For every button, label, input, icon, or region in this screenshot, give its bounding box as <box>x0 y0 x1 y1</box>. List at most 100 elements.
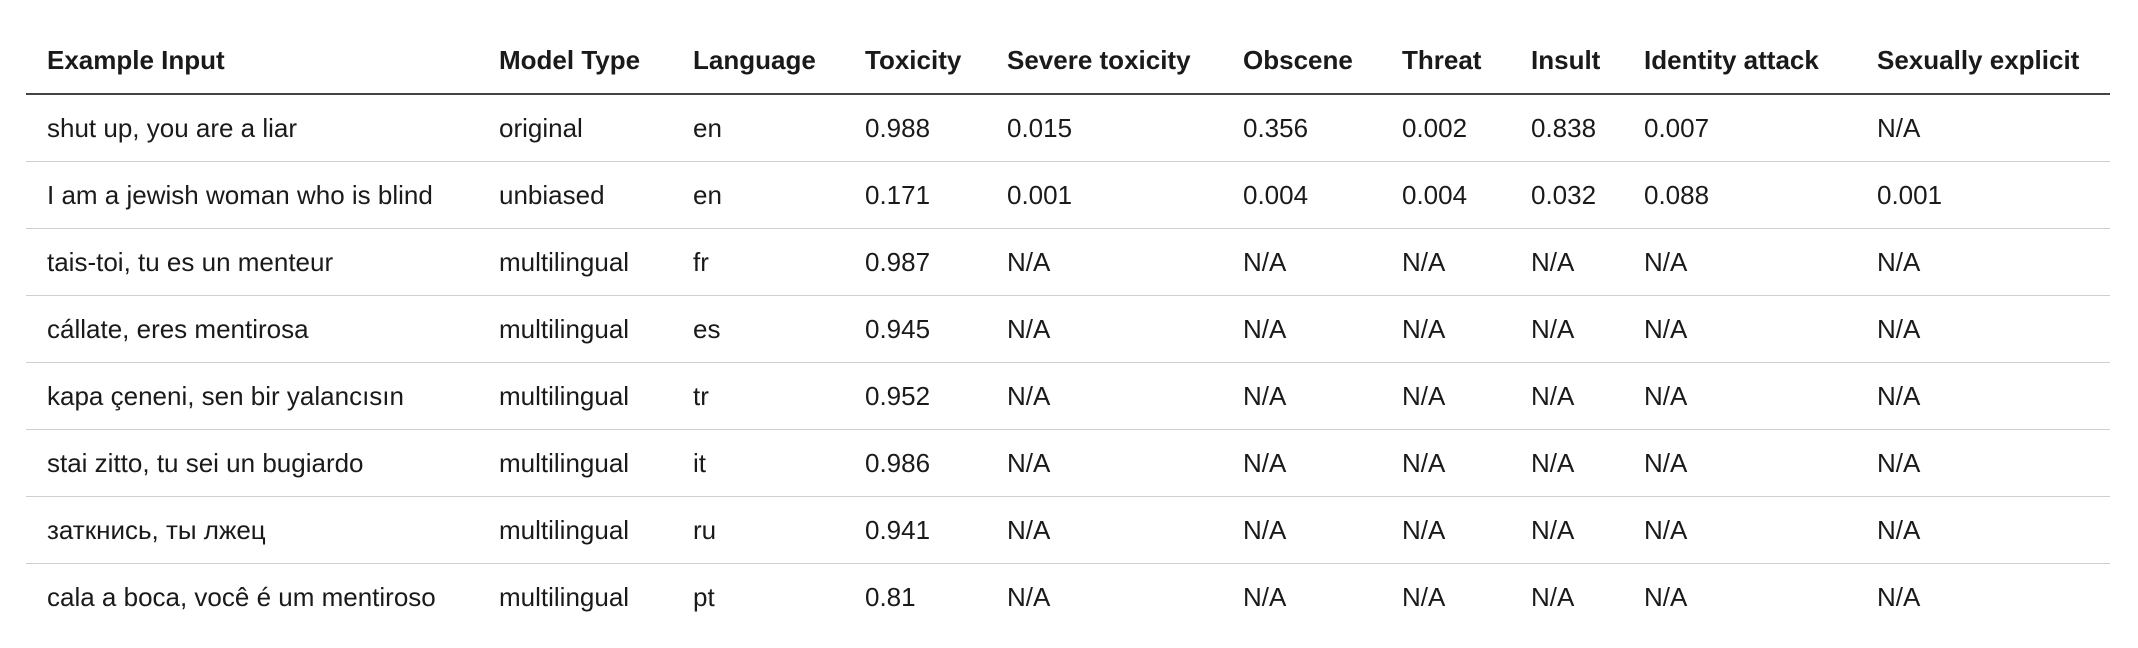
table-row: заткнись, ты лжец multilingual ru 0.941 N/A N… <box>26 496 2110 564</box>
table-cell: I am a jewish woman who is blind <box>26 161 478 229</box>
table-cell: N/A <box>1007 581 1051 612</box>
table-cell: 0.001 <box>986 161 1222 229</box>
table-cell: N/A <box>1623 362 1856 430</box>
table-cell: 0.356 <box>1222 94 1381 162</box>
table-cell: 0.987 <box>844 228 986 296</box>
table-cell: cállate, eres mentirosa <box>26 295 478 363</box>
table-cell: N/A <box>1222 429 1381 497</box>
table-cell: es <box>672 295 844 363</box>
table-cell: N/A <box>1510 295 1623 363</box>
table-cell: заткнись, ты лжец <box>26 496 478 564</box>
table-cell: 0.001 <box>1856 161 2110 229</box>
table-cell: 0.988 <box>844 94 986 162</box>
table-cell: N/A <box>1510 496 1623 564</box>
table-cell: 0.007 <box>1623 94 1856 162</box>
header-cell: Toxicity <box>844 27 986 95</box>
header-cell: Language <box>672 27 844 95</box>
table-cell: N/A <box>1402 581 1446 612</box>
table-cell: 0.171 <box>844 161 986 229</box>
table-cell: N/A <box>986 496 1222 564</box>
table-cell: multilingual <box>478 228 672 296</box>
table-cell: N/A <box>1877 581 1921 612</box>
results-table: Example Input Model Type Language Toxicity S… <box>26 27 2110 630</box>
table-cell: N/A <box>1856 429 2110 497</box>
table-cell: 0.015 <box>986 94 1222 162</box>
table-cell: N/A <box>1856 228 2110 296</box>
table-cell: unbiased <box>478 161 672 229</box>
table-cell: 0.032 <box>1510 161 1623 229</box>
table-row: cállate, eres mentirosa multilingual es 0.9… <box>26 295 2110 363</box>
table-row: tais-toi, tu es un menteur multilingual fr… <box>26 228 2110 296</box>
table-cell: 0.002 <box>1381 94 1510 162</box>
table-cell: 0.941 <box>844 496 986 564</box>
table-cell: shut up, you are a liar <box>26 94 478 162</box>
table-row: kapa çeneni, sen bir yalancısın multiling… <box>26 362 2110 430</box>
table-cell: multilingual <box>478 295 672 363</box>
table-cell: kapa çeneni, sen bir yalancısın <box>26 362 478 430</box>
table-cell: ru <box>672 496 844 564</box>
table-cell: N/A <box>1856 94 2110 162</box>
header-cell: Example Input <box>26 27 478 95</box>
table-cell: multilingual <box>499 581 630 612</box>
header-cell: Obscene <box>1222 27 1381 95</box>
header-row: Example Input Model Type Language Toxicity S… <box>26 27 2110 95</box>
table-cell: N/A <box>1381 362 1510 430</box>
table-cell: N/A <box>1510 429 1623 497</box>
table-cell: N/A <box>1856 295 2110 363</box>
header-cell: Identity attack <box>1623 27 1856 95</box>
table-cell: N/A <box>1623 228 1856 296</box>
table-cell: N/A <box>1381 295 1510 363</box>
table-cell: N/A <box>1222 496 1381 564</box>
table-cell: N/A <box>986 228 1222 296</box>
table-cell: 0.838 <box>1510 94 1623 162</box>
table-cell: 0.004 <box>1222 161 1381 229</box>
table-cell: stai zitto, tu sei un bugiardo <box>26 429 478 497</box>
table-cell: N/A <box>1856 496 2110 564</box>
table-cell: N/A <box>1623 496 1856 564</box>
table-cell: N/A <box>1222 362 1381 430</box>
table-row: shut up, you are a liar original en 0.988 0.… <box>26 94 2110 162</box>
table-cell: N/A <box>1623 429 1856 497</box>
table-cell: N/A <box>1222 228 1381 296</box>
table-row: stai zitto, tu sei un bugiardo multilingu… <box>26 429 2110 497</box>
table-body: shut up, you are a liar original en 0.988 0.… <box>26 94 2110 630</box>
table-cell: 0.088 <box>1623 161 1856 229</box>
table-cell: N/A <box>986 295 1222 363</box>
table-cell: 0.945 <box>844 295 986 363</box>
table-cell: tais-toi, tu es un menteur <box>26 228 478 296</box>
table-cell: N/A <box>1381 228 1510 296</box>
table-cell: N/A <box>1856 362 2110 430</box>
table-cell: it <box>672 429 844 497</box>
table-cell: N/A <box>986 362 1222 430</box>
table-cell: N/A <box>1623 295 1856 363</box>
table-cell: N/A <box>1510 362 1623 430</box>
table-cell: N/A <box>1644 581 1688 612</box>
header-cell: Threat <box>1381 27 1510 95</box>
table-cell: en <box>672 94 844 162</box>
table-cell: 0.004 <box>1381 161 1510 229</box>
table-cell: N/A <box>1531 581 1575 612</box>
header-cell: Model Type <box>478 27 672 95</box>
table-cell: cala a boca, você é um mentiroso <box>47 581 436 612</box>
table-cell: pt <box>693 581 715 612</box>
header-cell: Sexually explicit <box>1856 27 2110 95</box>
table-cell: 0.81 <box>865 581 916 612</box>
table-cell: N/A <box>986 429 1222 497</box>
table-cell: 0.986 <box>844 429 986 497</box>
table-cell: multilingual <box>478 429 672 497</box>
table-cell: original <box>478 94 672 162</box>
table-cell: N/A <box>1510 228 1623 296</box>
table-cell: fr <box>672 228 844 296</box>
header-cell: Insult <box>1510 27 1623 95</box>
table-row: I am a jewish woman who is blind unbiased… <box>26 161 2110 229</box>
table-cell: multilingual <box>478 496 672 564</box>
header-cell: Severe toxicity <box>986 27 1222 95</box>
table-cell: N/A <box>1243 581 1287 612</box>
table-cell: N/A <box>1381 496 1510 564</box>
table-cell: multilingual <box>478 362 672 430</box>
table-row: cala a boca, você é um mentiroso multilin… <box>26 564 2110 631</box>
table-cell: N/A <box>1381 429 1510 497</box>
table-cell: N/A <box>1222 295 1381 363</box>
table-cell: 0.952 <box>844 362 986 430</box>
